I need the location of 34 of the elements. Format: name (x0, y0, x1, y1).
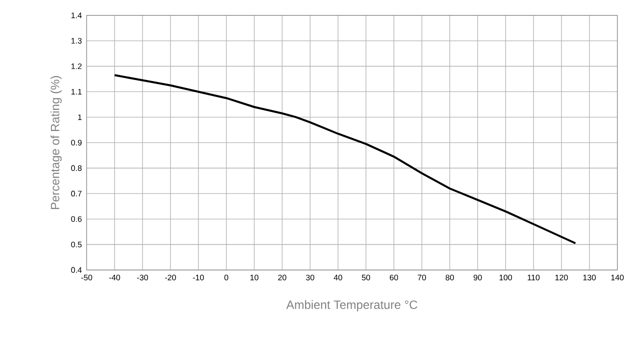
y-tick-label: 1.2 (71, 63, 82, 70)
y-tick-label: 0.5 (71, 242, 82, 248)
x-tick-label: 120 (555, 274, 568, 280)
x-tick-label: 70 (418, 274, 426, 280)
y-axis-title: Percentage of Rating (%) (50, 76, 62, 210)
y-tick-label: 0.4 (71, 267, 82, 273)
y-tick-label: 1.4 (71, 12, 82, 18)
y-tick-label: 1 (78, 114, 82, 120)
x-tick-label: -10 (192, 274, 204, 280)
y-tick-label: 0.8 (71, 165, 82, 171)
x-tick-label: 10 (250, 274, 258, 280)
x-tick-label: 130 (583, 274, 596, 280)
x-tick-label: -40 (109, 274, 120, 280)
x-tick-label: 100 (500, 274, 512, 280)
x-tick-label: 90 (474, 274, 482, 280)
x-tick-label: 50 (362, 274, 370, 280)
x-tick-label: 110 (528, 274, 540, 280)
x-tick-label: 140 (611, 274, 624, 280)
x-axis-title: Ambient Temperature °C (286, 300, 418, 312)
x-tick-label: 80 (446, 274, 454, 280)
y-tick-label: 1.3 (71, 38, 82, 44)
y-tick-label: 1.1 (71, 88, 82, 94)
x-tick-label: 40 (334, 274, 342, 280)
x-tick-label: -50 (81, 274, 92, 280)
y-tick-label: 0.7 (71, 190, 82, 196)
x-tick-label: -30 (137, 274, 148, 280)
y-tick-label: 0.9 (71, 140, 82, 146)
x-tick-label: 30 (306, 274, 314, 280)
y-tick-label: 0.6 (71, 216, 82, 222)
x-tick-label: -20 (165, 274, 176, 280)
line-series (114, 74, 576, 244)
x-tick-label: 20 (278, 274, 286, 280)
x-tick-label: 0 (224, 274, 228, 280)
x-tick-label: 60 (390, 274, 398, 280)
